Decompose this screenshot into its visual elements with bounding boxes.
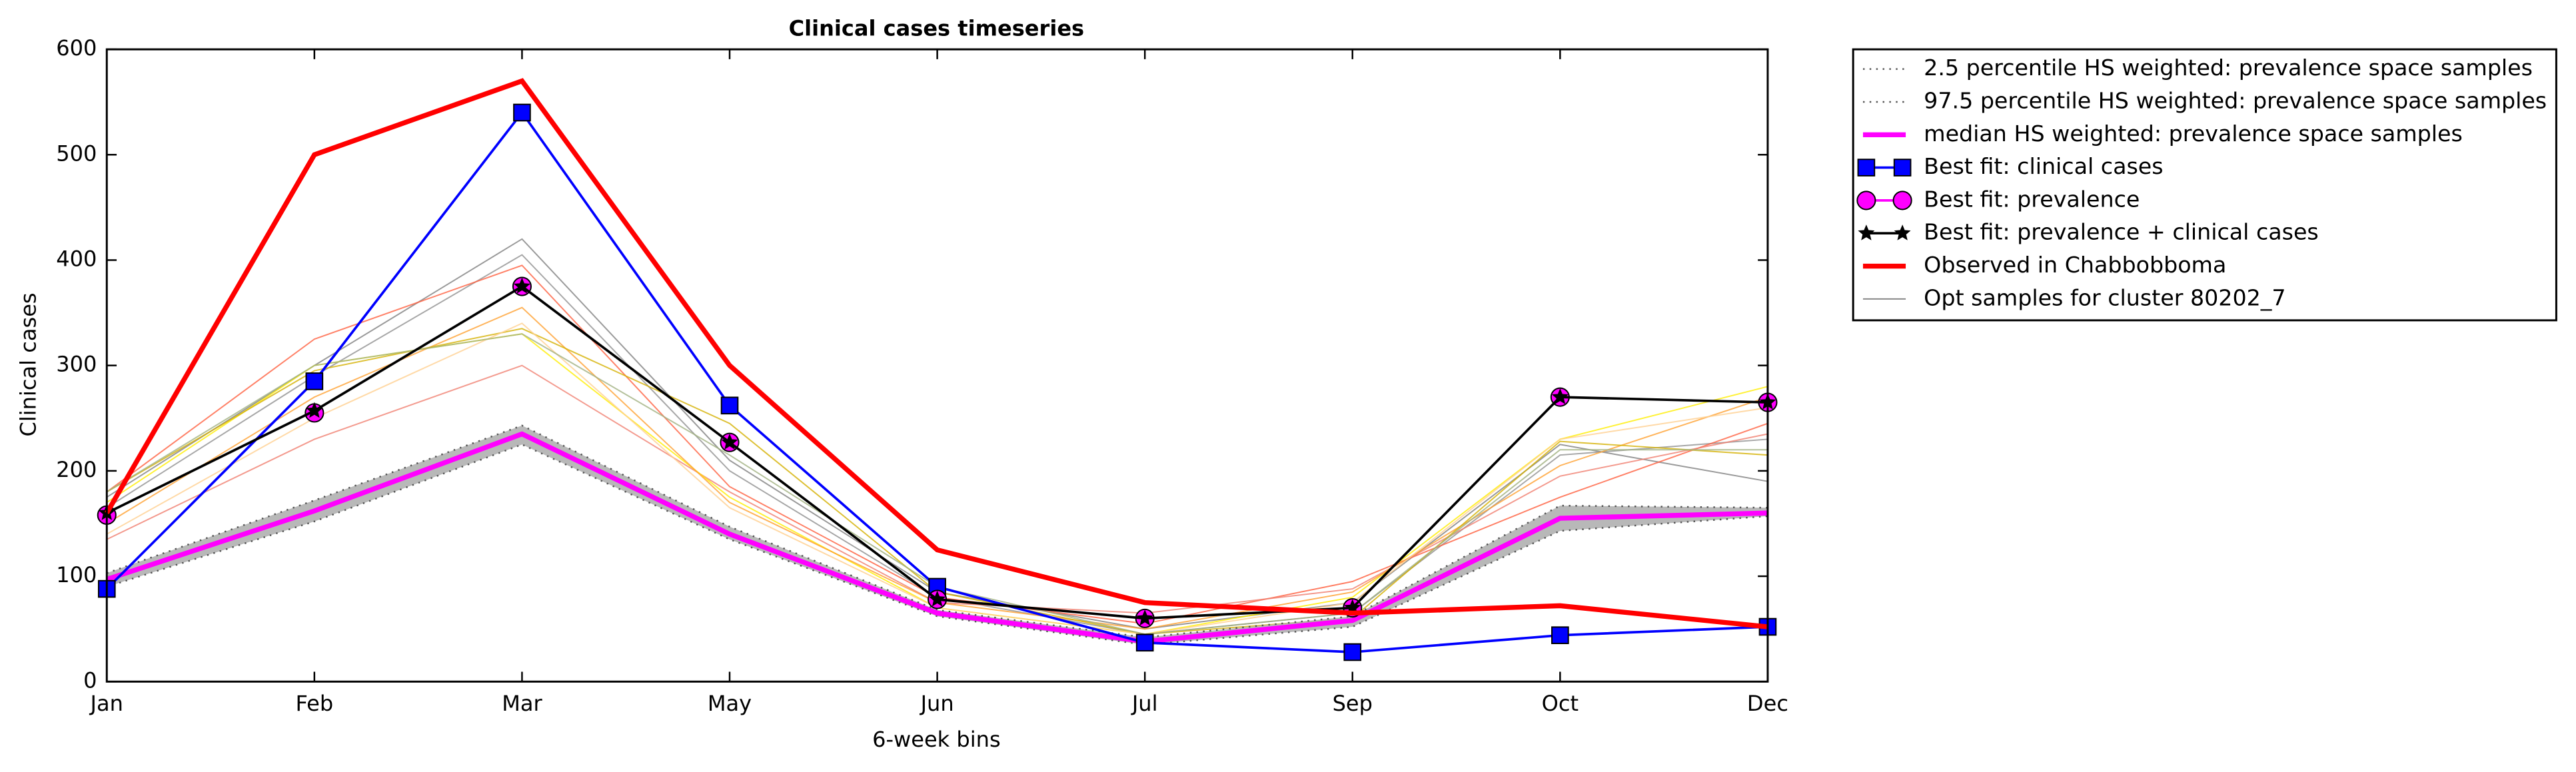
- square-marker: [1135, 633, 1154, 652]
- square-marker: [305, 372, 324, 390]
- y-tick-label: 300: [56, 352, 97, 377]
- y-tick-label: 400: [56, 246, 97, 271]
- square-marker: [1343, 643, 1362, 661]
- star-marker: [721, 434, 738, 450]
- x-tick-label: Jan: [89, 691, 123, 716]
- sample-line: [106, 254, 1768, 635]
- legend: 2.5 percentile HS weighted: prevalence s…: [1856, 55, 2547, 310]
- legend-label: Observed in Chabbobboma: [1924, 252, 2226, 278]
- y-tick-label: 500: [56, 141, 97, 166]
- x-tick-label: Dec: [1747, 691, 1788, 716]
- star-marker: [306, 402, 323, 418]
- series-line: [106, 444, 1768, 646]
- series-line: [105, 78, 1768, 629]
- square-marker: [1551, 626, 1569, 645]
- x-tick-label: May: [708, 691, 752, 716]
- y-tick-label: 100: [56, 562, 97, 587]
- y-tick-label: 200: [56, 457, 97, 482]
- circle-marker: [1856, 191, 1876, 210]
- x-tick-label: Jun: [920, 691, 954, 716]
- star-marker: [1136, 609, 1153, 625]
- series-line: [106, 431, 1768, 644]
- plot-area: 0 100 200 300 400 500 600 Jan Feb Mar May Jun Jul Sep…: [56, 35, 1788, 716]
- circle-marker: [1892, 191, 1912, 210]
- square-marker: [720, 396, 739, 415]
- chart-title: Clinical cases timeseries: [789, 15, 1085, 41]
- y-tick-label: 0: [83, 667, 97, 693]
- legend-label: Opt samples for cluster 80202_7: [1924, 284, 2285, 310]
- legend-label: Best fit: prevalence: [1924, 186, 2140, 212]
- plot-frame: [105, 48, 1769, 683]
- square-marker: [1857, 159, 1876, 177]
- sample-line: [106, 264, 1768, 625]
- y-axis-label: Clinical cases: [15, 292, 41, 436]
- series-line: [106, 424, 1768, 639]
- x-tick-label: Sep: [1333, 691, 1373, 716]
- star-marker: [513, 277, 530, 294]
- x-axis-label: 6-week bins: [872, 727, 1001, 752]
- square-marker: [513, 103, 531, 122]
- legend-label: 97.5 percentile HS weighted: prevalence …: [1924, 87, 2547, 113]
- star-marker: [1858, 224, 1875, 240]
- star-marker: [1551, 388, 1569, 404]
- square-marker: [1893, 159, 1912, 177]
- sample-line: [106, 238, 1768, 630]
- legend-box: [1852, 48, 2557, 322]
- series-line: [106, 284, 1768, 620]
- series-line: [105, 110, 1768, 653]
- x-tick-label: Jul: [1131, 691, 1158, 716]
- y-tick-label: 600: [56, 35, 97, 61]
- x-tick-label: Feb: [295, 691, 333, 716]
- x-tick-label: Mar: [502, 691, 542, 716]
- legend-label: median HS weighted: prevalence space sam…: [1924, 121, 2463, 147]
- legend-label: Best fit: prevalence + clinical cases: [1924, 219, 2319, 245]
- legend-label: Best fit: clinical cases: [1924, 153, 2163, 179]
- legend-label: 2.5 percentile HS weighted: prevalence s…: [1924, 55, 2533, 81]
- star-marker: [929, 590, 946, 607]
- star-marker: [1894, 224, 1911, 240]
- x-tick-label: Oct: [1542, 691, 1579, 716]
